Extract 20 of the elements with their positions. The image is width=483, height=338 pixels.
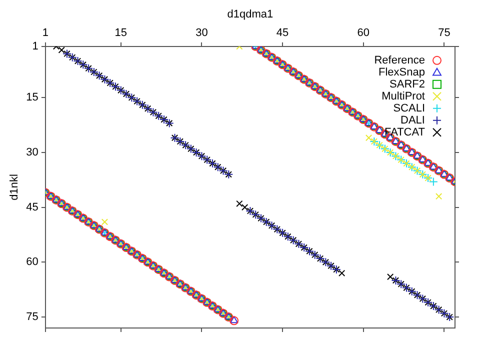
x-tick-label: 45 xyxy=(276,26,289,39)
legend-label: DALI xyxy=(400,114,425,126)
y-tick-label: 45 xyxy=(26,201,38,214)
legend-label: FlexSnap xyxy=(378,66,425,78)
legend-label: Reference xyxy=(374,54,425,66)
legend-label: SCALI xyxy=(393,102,425,114)
y-tick-label: 75 xyxy=(26,311,38,324)
y-tick-label: 15 xyxy=(26,92,38,104)
y-tick-label: 60 xyxy=(26,256,38,268)
x-tick-label: 30 xyxy=(196,26,208,39)
legend-label: MultiProt xyxy=(382,90,425,102)
x-tick-label: 60 xyxy=(357,26,370,39)
y-tick-label: 30 xyxy=(26,146,38,158)
x-axis-title: d1qdma1 xyxy=(227,8,274,21)
legend-label: SARF2 xyxy=(390,78,425,90)
x-tick-label: 75 xyxy=(438,26,450,39)
x-tick-label: 15 xyxy=(114,26,128,39)
y-tick-label: 1 xyxy=(32,40,38,52)
x-tick-label: 1 xyxy=(42,26,48,39)
y-axis-title: d1nkl xyxy=(8,174,21,200)
